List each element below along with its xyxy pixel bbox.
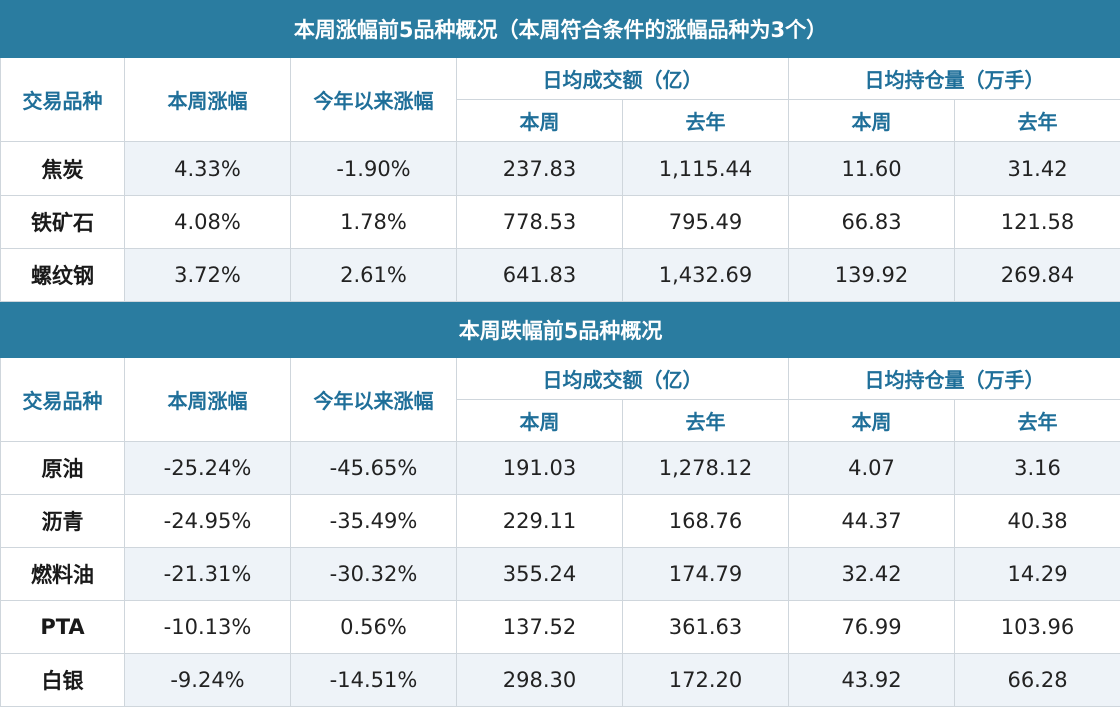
- header-variety: 交易品种: [1, 58, 125, 142]
- oi-week-cell: 76.99: [789, 601, 955, 654]
- ytd-change-cell: 1.78%: [291, 196, 457, 249]
- variety-name: 焦炭: [1, 142, 125, 196]
- oi-last-year-cell: 31.42: [955, 142, 1120, 196]
- gain-section-title-row: 本周涨幅前5品种概况（本周符合条件的涨幅品种为3个）: [1, 1, 1120, 58]
- volume-week-cell: 641.83: [457, 249, 623, 302]
- header-oi-last-year: 去年: [955, 100, 1120, 142]
- volume-week-cell: 137.52: [457, 601, 623, 654]
- header-variety: 交易品种: [1, 358, 125, 442]
- week-change-cell: 3.72%: [125, 249, 291, 302]
- gain-section-title: 本周涨幅前5品种概况（本周符合条件的涨幅品种为3个）: [1, 1, 1120, 58]
- volume-last-year-cell: 795.49: [623, 196, 789, 249]
- volume-last-year-cell: 1,115.44: [623, 142, 789, 196]
- oi-last-year-cell: 121.58: [955, 196, 1120, 249]
- loss-header-row-1: 交易品种 本周涨幅 今年以来涨幅 日均成交额（亿） 日均持仓量（万手）: [1, 358, 1120, 400]
- loss-section-title-row: 本周跌幅前5品种概况: [1, 302, 1120, 358]
- volume-last-year-cell: 1,278.12: [623, 442, 789, 495]
- header-oi-this-week: 本周: [789, 100, 955, 142]
- variety-name: 螺纹钢: [1, 249, 125, 302]
- header-volume-this-week: 本周: [457, 100, 623, 142]
- volume-last-year-cell: 1,432.69: [623, 249, 789, 302]
- oi-last-year-cell: 3.16: [955, 442, 1120, 495]
- table-row: 燃料油 -21.31% -30.32% 355.24 174.79 32.42 …: [1, 548, 1120, 601]
- variety-name: 沥青: [1, 495, 125, 548]
- gain-header-row-1: 交易品种 本周涨幅 今年以来涨幅 日均成交额（亿） 日均持仓量（万手）: [1, 58, 1120, 100]
- header-ytd-change: 今年以来涨幅: [291, 358, 457, 442]
- header-volume-last-year: 去年: [623, 100, 789, 142]
- variety-name: 白银: [1, 654, 125, 707]
- variety-name: 铁矿石: [1, 196, 125, 249]
- table-row: 沥青 -24.95% -35.49% 229.11 168.76 44.37 4…: [1, 495, 1120, 548]
- header-avg-open-interest: 日均持仓量（万手）: [789, 358, 1120, 400]
- week-change-cell: -21.31%: [125, 548, 291, 601]
- volume-week-cell: 237.83: [457, 142, 623, 196]
- oi-week-cell: 4.07: [789, 442, 955, 495]
- week-change-cell: -25.24%: [125, 442, 291, 495]
- volume-week-cell: 778.53: [457, 196, 623, 249]
- ytd-change-cell: 2.61%: [291, 249, 457, 302]
- header-oi-this-week: 本周: [789, 400, 955, 442]
- ytd-change-cell: -45.65%: [291, 442, 457, 495]
- oi-last-year-cell: 14.29: [955, 548, 1120, 601]
- volume-last-year-cell: 174.79: [623, 548, 789, 601]
- ytd-change-cell: -1.90%: [291, 142, 457, 196]
- header-volume-last-year: 去年: [623, 400, 789, 442]
- oi-last-year-cell: 269.84: [955, 249, 1120, 302]
- ytd-change-cell: -35.49%: [291, 495, 457, 548]
- oi-last-year-cell: 40.38: [955, 495, 1120, 548]
- header-week-change: 本周涨幅: [125, 358, 291, 442]
- oi-week-cell: 66.83: [789, 196, 955, 249]
- header-avg-open-interest: 日均持仓量（万手）: [789, 58, 1120, 100]
- ytd-change-cell: -14.51%: [291, 654, 457, 707]
- volume-week-cell: 191.03: [457, 442, 623, 495]
- variety-name: 原油: [1, 442, 125, 495]
- volume-week-cell: 229.11: [457, 495, 623, 548]
- table-row: 白银 -9.24% -14.51% 298.30 172.20 43.92 66…: [1, 654, 1120, 707]
- header-week-change: 本周涨幅: [125, 58, 291, 142]
- header-avg-volume: 日均成交额（亿）: [457, 58, 789, 100]
- volume-last-year-cell: 361.63: [623, 601, 789, 654]
- header-ytd-change: 今年以来涨幅: [291, 58, 457, 142]
- week-change-cell: -24.95%: [125, 495, 291, 548]
- volume-last-year-cell: 172.20: [623, 654, 789, 707]
- loss-section-title: 本周跌幅前5品种概况: [1, 302, 1120, 358]
- ytd-change-cell: 0.56%: [291, 601, 457, 654]
- volume-last-year-cell: 168.76: [623, 495, 789, 548]
- header-oi-last-year: 去年: [955, 400, 1120, 442]
- oi-last-year-cell: 66.28: [955, 654, 1120, 707]
- header-avg-volume: 日均成交额（亿）: [457, 358, 789, 400]
- table-row: 螺纹钢 3.72% 2.61% 641.83 1,432.69 139.92 2…: [1, 249, 1120, 302]
- oi-week-cell: 43.92: [789, 654, 955, 707]
- week-change-cell: 4.33%: [125, 142, 291, 196]
- table-row: 原油 -25.24% -45.65% 191.03 1,278.12 4.07 …: [1, 442, 1120, 495]
- volume-week-cell: 355.24: [457, 548, 623, 601]
- week-change-cell: 4.08%: [125, 196, 291, 249]
- table-row: 焦炭 4.33% -1.90% 237.83 1,115.44 11.60 31…: [1, 142, 1120, 196]
- volume-week-cell: 298.30: [457, 654, 623, 707]
- ytd-change-cell: -30.32%: [291, 548, 457, 601]
- oi-last-year-cell: 103.96: [955, 601, 1120, 654]
- week-change-cell: -10.13%: [125, 601, 291, 654]
- oi-week-cell: 44.37: [789, 495, 955, 548]
- variety-name: PTA: [1, 601, 125, 654]
- variety-name: 燃料油: [1, 548, 125, 601]
- table-row: PTA -10.13% 0.56% 137.52 361.63 76.99 10…: [1, 601, 1120, 654]
- header-volume-this-week: 本周: [457, 400, 623, 442]
- oi-week-cell: 11.60: [789, 142, 955, 196]
- table-row: 铁矿石 4.08% 1.78% 778.53 795.49 66.83 121.…: [1, 196, 1120, 249]
- oi-week-cell: 32.42: [789, 548, 955, 601]
- week-change-cell: -9.24%: [125, 654, 291, 707]
- oi-week-cell: 139.92: [789, 249, 955, 302]
